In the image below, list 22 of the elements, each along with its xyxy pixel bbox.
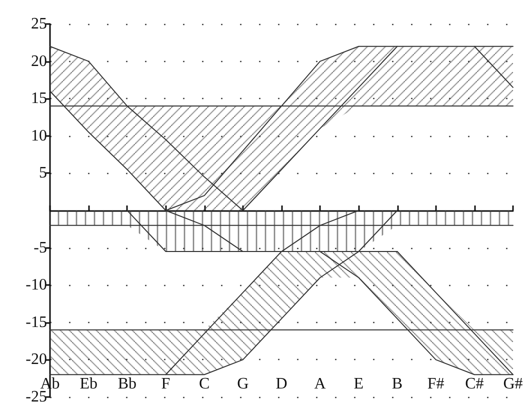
x-tick-label: C# xyxy=(465,376,484,392)
y-tick-label: -10 xyxy=(26,276,47,294)
x-tick-label: E xyxy=(354,376,364,392)
y-tick-label: 20 xyxy=(31,52,47,70)
x-tick-label: A xyxy=(314,376,326,392)
y-tick-label: -20 xyxy=(26,351,47,368)
x-tick-label: B xyxy=(392,376,403,392)
y-tick-label: -15 xyxy=(26,314,47,331)
x-tick-label: G xyxy=(237,376,250,392)
x-tick-label: Eb xyxy=(80,376,98,392)
x-tick-label: Bb xyxy=(118,376,137,392)
y-tick-label: 15 xyxy=(31,90,47,108)
x-tick-label: D xyxy=(276,376,288,392)
y-tick-label: 10 xyxy=(31,127,47,144)
y-tick-label: -5 xyxy=(34,239,47,256)
x-tick-label: C xyxy=(198,376,210,392)
x-tick-label: F# xyxy=(427,376,444,392)
x-tick-label: G# xyxy=(503,376,523,392)
y-tick-label: 5 xyxy=(39,164,47,182)
y-tick-label: 25 xyxy=(31,16,47,32)
x-tick-label: F xyxy=(161,376,170,392)
y-tick-label: -25 xyxy=(26,388,47,406)
